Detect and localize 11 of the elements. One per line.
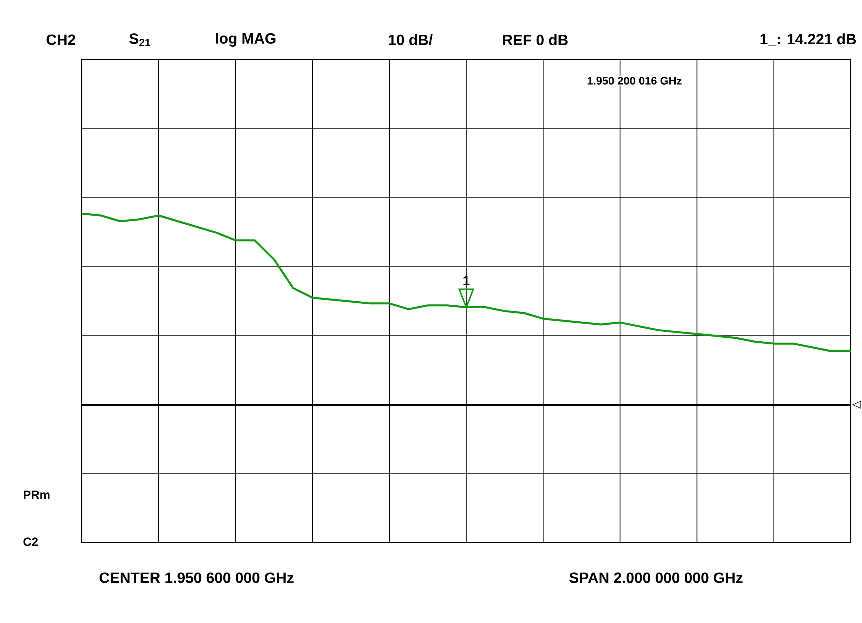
text: C2 bbox=[24, 538, 38, 546]
text: REF 0 dB bbox=[503, 34, 568, 46]
text: 1.950 200 016 GHz bbox=[588, 77, 682, 85]
text: log MAG bbox=[216, 32, 276, 47]
text: 10 dB/ bbox=[389, 34, 433, 46]
text: CENTER 1.950 600 000 GHz bbox=[100, 572, 294, 584]
text: 1_: 14.221 dB bbox=[760, 34, 856, 46]
text: PRm bbox=[24, 490, 50, 500]
text: S$_{21}$ bbox=[130, 34, 151, 46]
text: SPAN 2.000 000 000 GHz bbox=[570, 572, 743, 584]
text: CH2 bbox=[46, 34, 76, 46]
